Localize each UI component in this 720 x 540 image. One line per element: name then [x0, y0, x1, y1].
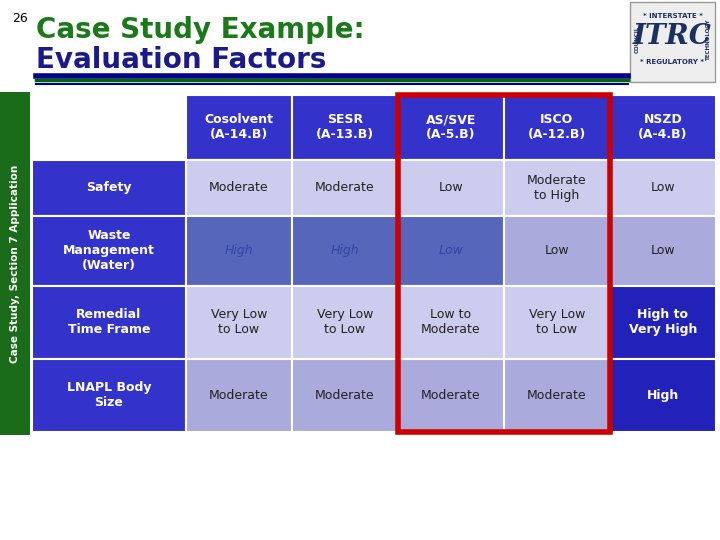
- Text: Moderate: Moderate: [315, 181, 374, 194]
- Text: NSZD
(A-4.B): NSZD (A-4.B): [638, 113, 688, 141]
- Text: Safety: Safety: [86, 181, 132, 194]
- Bar: [32, 286, 186, 359]
- Text: Low: Low: [544, 245, 570, 258]
- Bar: [32, 216, 186, 286]
- Bar: [186, 359, 292, 432]
- Text: ISCO
(A-12.B): ISCO (A-12.B): [528, 113, 586, 141]
- Bar: [504, 286, 610, 359]
- Bar: [504, 359, 610, 432]
- Bar: [186, 286, 292, 359]
- Bar: [186, 216, 292, 286]
- Text: Moderate: Moderate: [315, 389, 374, 402]
- Text: ITRC: ITRC: [633, 24, 712, 51]
- Text: Moderate: Moderate: [527, 389, 587, 402]
- Text: Waste
Management
(Water): Waste Management (Water): [63, 230, 155, 272]
- Bar: [504, 160, 610, 216]
- Bar: [292, 359, 398, 432]
- Bar: [32, 160, 186, 216]
- Text: High to
Very High: High to Very High: [629, 308, 697, 336]
- Text: Evaluation Factors: Evaluation Factors: [36, 46, 326, 74]
- Text: * REGULATORY *: * REGULATORY *: [641, 59, 704, 65]
- Text: Moderate: Moderate: [209, 181, 269, 194]
- Bar: [186, 160, 292, 216]
- Bar: [610, 216, 716, 286]
- Text: * INTERSTATE *: * INTERSTATE *: [642, 13, 703, 19]
- Bar: [630, 2, 715, 82]
- Text: Very Low
to Low: Very Low to Low: [528, 308, 585, 336]
- Bar: [292, 95, 398, 160]
- Bar: [504, 216, 610, 286]
- Bar: [0, 92, 30, 435]
- Text: Low: Low: [438, 245, 464, 258]
- Text: Remedial
Time Frame: Remedial Time Frame: [68, 308, 150, 336]
- Bar: [398, 95, 504, 160]
- Bar: [292, 216, 398, 286]
- Bar: [610, 359, 716, 432]
- Text: Low to
Moderate: Low to Moderate: [421, 308, 481, 336]
- Text: Case Study Example:: Case Study Example:: [36, 16, 364, 44]
- Bar: [398, 216, 504, 286]
- Bar: [398, 286, 504, 359]
- Text: High: High: [225, 245, 253, 258]
- Bar: [292, 286, 398, 359]
- Text: Low: Low: [438, 181, 463, 194]
- Bar: [504, 95, 610, 160]
- Text: Case Study, Section 7 Application: Case Study, Section 7 Application: [10, 164, 20, 363]
- Text: LNAPL Body
Size: LNAPL Body Size: [67, 381, 151, 409]
- Text: High: High: [647, 389, 679, 402]
- Text: 26: 26: [12, 12, 28, 25]
- Text: Moderate: Moderate: [209, 389, 269, 402]
- Bar: [398, 160, 504, 216]
- Text: COUNCIL: COUNCIL: [634, 25, 639, 52]
- Bar: [186, 95, 292, 160]
- Text: Very Low
to Low: Very Low to Low: [211, 308, 267, 336]
- Bar: [610, 160, 716, 216]
- Text: Cosolvent
(A-14.B): Cosolvent (A-14.B): [204, 113, 274, 141]
- Text: Moderate: Moderate: [421, 389, 481, 402]
- Text: TECHNOLOGY: TECHNOLOGY: [706, 18, 711, 60]
- Bar: [32, 95, 186, 160]
- Text: Low: Low: [651, 245, 675, 258]
- Text: SESR
(A-13.B): SESR (A-13.B): [316, 113, 374, 141]
- Text: Very Low
to Low: Very Low to Low: [317, 308, 373, 336]
- Text: High: High: [330, 245, 359, 258]
- Bar: [292, 160, 398, 216]
- Bar: [610, 286, 716, 359]
- Text: AS/SVE
(A-5.B): AS/SVE (A-5.B): [426, 113, 476, 141]
- Bar: [32, 359, 186, 432]
- Bar: [398, 95, 610, 432]
- Bar: [610, 95, 716, 160]
- Text: Low: Low: [651, 181, 675, 194]
- Bar: [398, 359, 504, 432]
- Text: Moderate
to High: Moderate to High: [527, 174, 587, 201]
